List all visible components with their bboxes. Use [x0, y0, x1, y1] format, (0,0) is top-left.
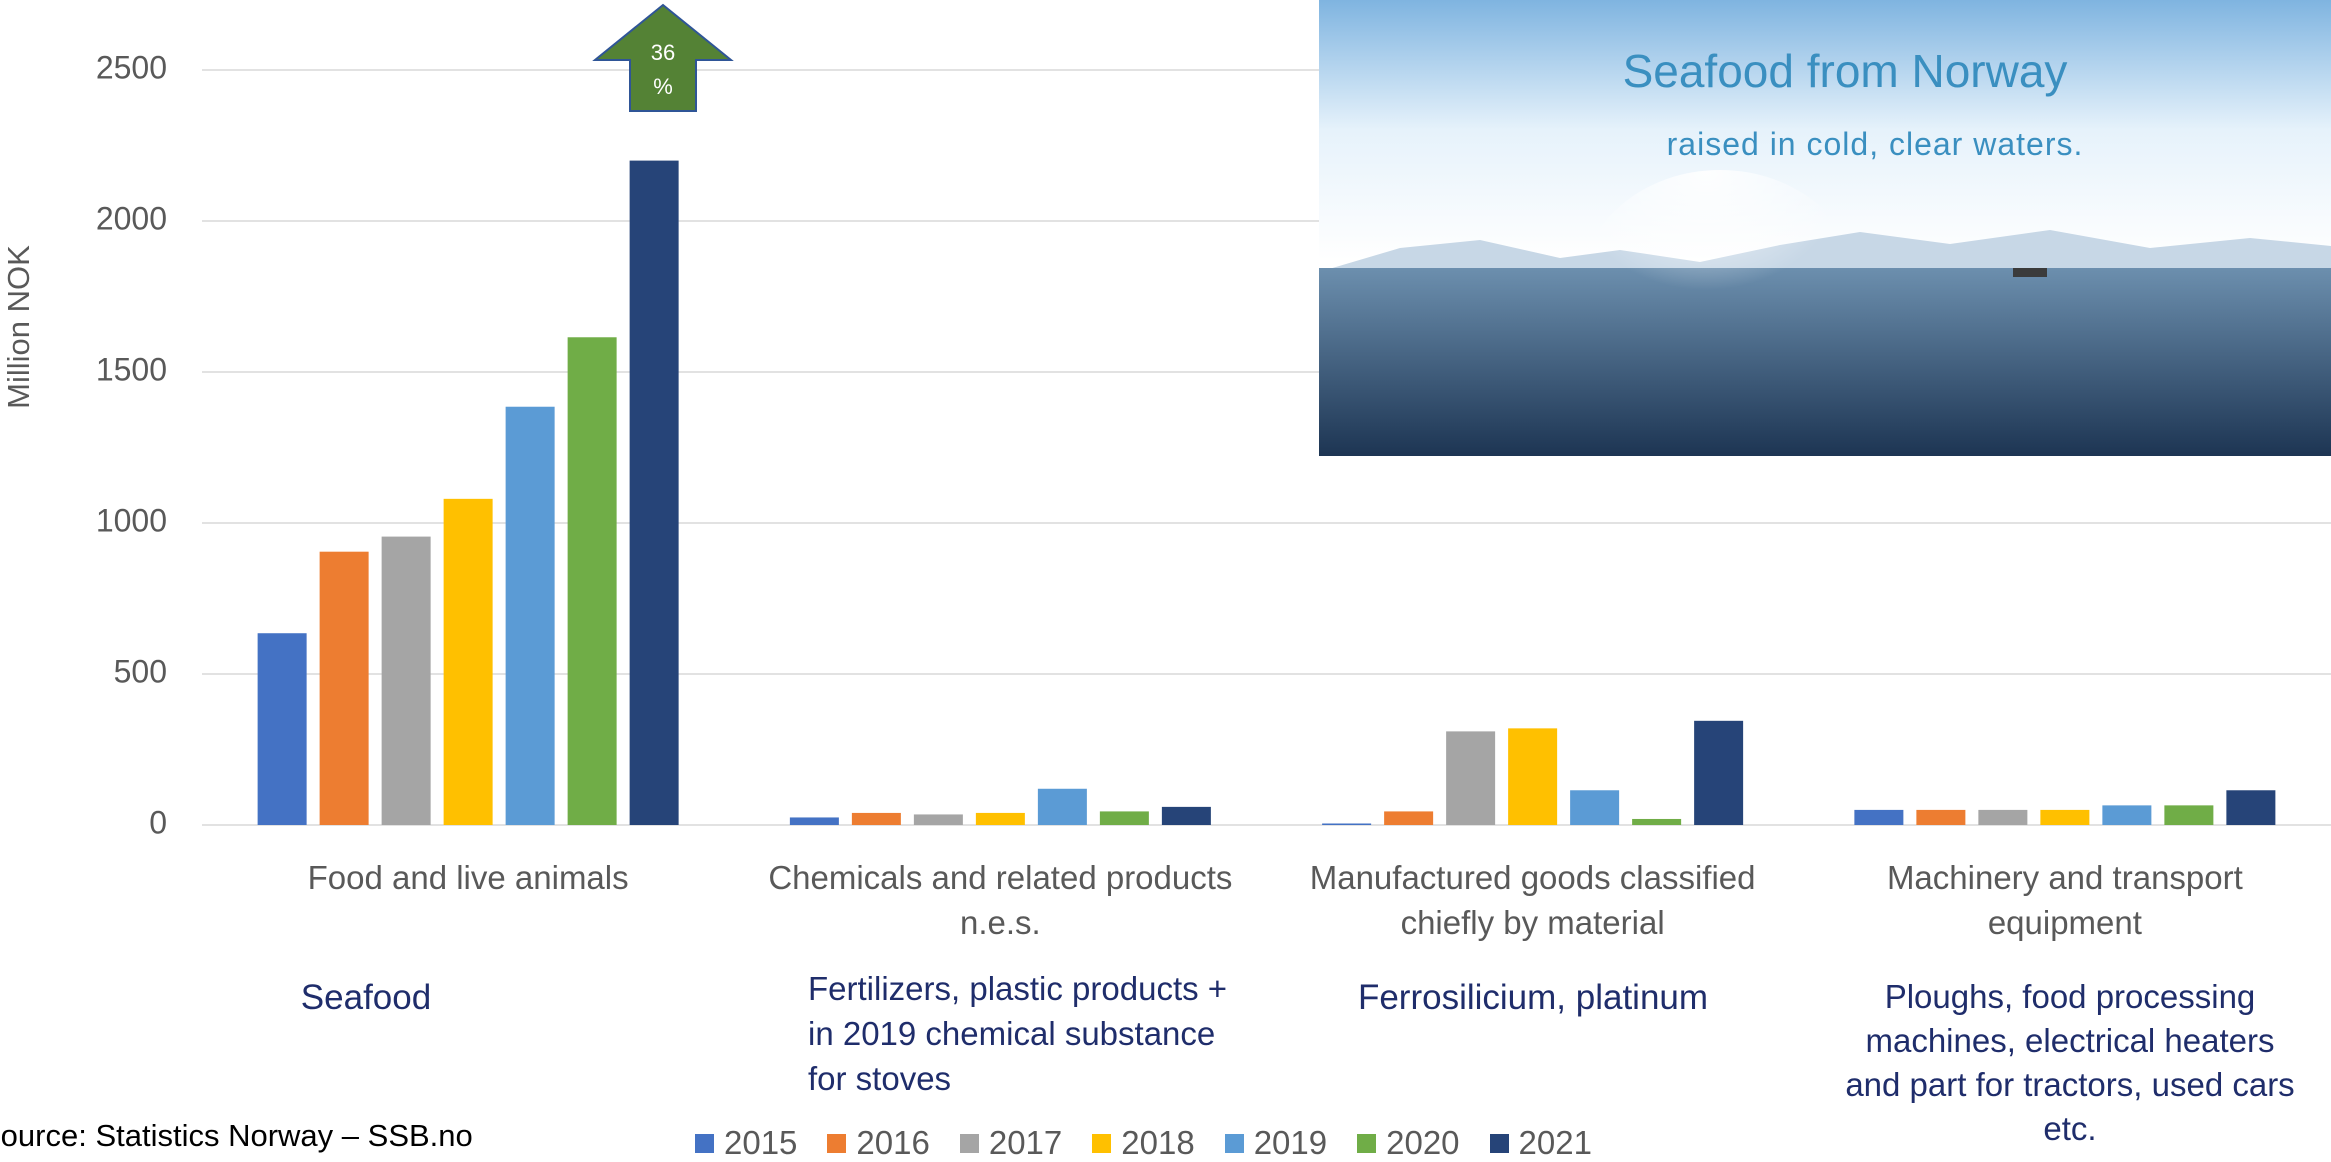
x-tick-label: Chemicals and related products n.e.s. — [768, 859, 1233, 941]
bar — [1446, 731, 1496, 825]
photo-title: Seafood from Norway — [1622, 45, 2068, 97]
bar — [381, 536, 431, 825]
bar — [1508, 728, 1558, 825]
x-tick-label: Food and live animals — [307, 859, 629, 896]
bar — [1161, 806, 1211, 825]
arrow-line-1: 36 — [651, 40, 675, 65]
bar — [851, 812, 901, 825]
photo — [1319, 0, 2331, 456]
legend-item: 2016 — [827, 1124, 930, 1162]
bar — [443, 498, 493, 825]
bar — [1632, 818, 1682, 825]
bar — [567, 337, 617, 825]
bar — [1322, 823, 1372, 825]
legend-swatch — [1357, 1133, 1377, 1153]
growth-arrow: 36 % — [592, 3, 734, 112]
legend-item: 2017 — [959, 1124, 1063, 1162]
bar — [913, 814, 963, 825]
y-axis-label: Million NOK — [1, 245, 36, 409]
annotation: Ploughs, food processing machines, elect… — [1845, 978, 2295, 1147]
bar — [1384, 811, 1434, 825]
bar — [1037, 788, 1087, 825]
bar — [2102, 805, 2152, 825]
source: Source: Statistics Norway – SSB.no — [0, 1118, 473, 1153]
bar — [629, 160, 679, 826]
bar — [1978, 809, 2028, 825]
legend-label: 2017 — [988, 1124, 1063, 1161]
legend-item: 2015 — [695, 1124, 797, 1162]
legend-label: 2015 — [724, 1124, 798, 1161]
bar — [1916, 809, 1966, 825]
legend-label: 2020 — [1386, 1124, 1460, 1161]
x-tick-label: Manufactured goods classified chiefly by… — [1309, 859, 1756, 941]
bar — [2164, 805, 2214, 825]
bar — [257, 633, 307, 825]
legend-swatch — [1489, 1133, 1509, 1153]
legend-label: 2016 — [856, 1124, 930, 1161]
annotation: Fertilizers, plastic products + in 2019 … — [808, 970, 1228, 1097]
y-tick-label: 1500 — [96, 351, 167, 387]
legend-item: 2018 — [1092, 1124, 1195, 1162]
legend-item: 2021 — [1489, 1124, 1592, 1162]
x-tick-label: Machinery and transport equipment — [1886, 859, 2243, 941]
legend-swatch — [959, 1133, 979, 1153]
legend: 2015 2016 2017 2018 2019 2020 2021 — [695, 1124, 1592, 1162]
legend-swatch — [827, 1133, 847, 1153]
bar — [505, 406, 555, 825]
legend-swatch — [695, 1133, 714, 1153]
annotation: Ferrosilicium, platinum — [1357, 978, 1709, 1017]
bar — [789, 817, 839, 825]
bar — [2226, 790, 2276, 825]
annotation: Seafood — [300, 978, 432, 1017]
bar — [2040, 809, 2090, 825]
bar — [1570, 790, 1620, 825]
legend-swatch — [1224, 1133, 1244, 1153]
bar — [319, 551, 369, 825]
legend-label: 2018 — [1121, 1124, 1195, 1161]
bar — [1099, 811, 1149, 825]
arrow-line-2: % — [653, 74, 673, 99]
bar — [1694, 720, 1744, 825]
bar — [1854, 809, 1904, 825]
photo-subtitle: raised in cold, clear waters. — [1666, 126, 2084, 162]
y-tick-label: 2000 — [96, 200, 167, 236]
legend-label: 2021 — [1518, 1124, 1592, 1161]
bar — [975, 812, 1025, 825]
y-tick-label: 1000 — [96, 502, 167, 538]
legend-item: 2019 — [1224, 1124, 1328, 1162]
legend-swatch — [1092, 1133, 1112, 1153]
y-tick-label: 500 — [114, 653, 167, 689]
legend-label: 2019 — [1253, 1124, 1328, 1161]
y-tick-label: 2500 — [96, 49, 167, 85]
y-tick-label: 0 — [149, 804, 167, 840]
legend-item: 2020 — [1357, 1124, 1460, 1162]
